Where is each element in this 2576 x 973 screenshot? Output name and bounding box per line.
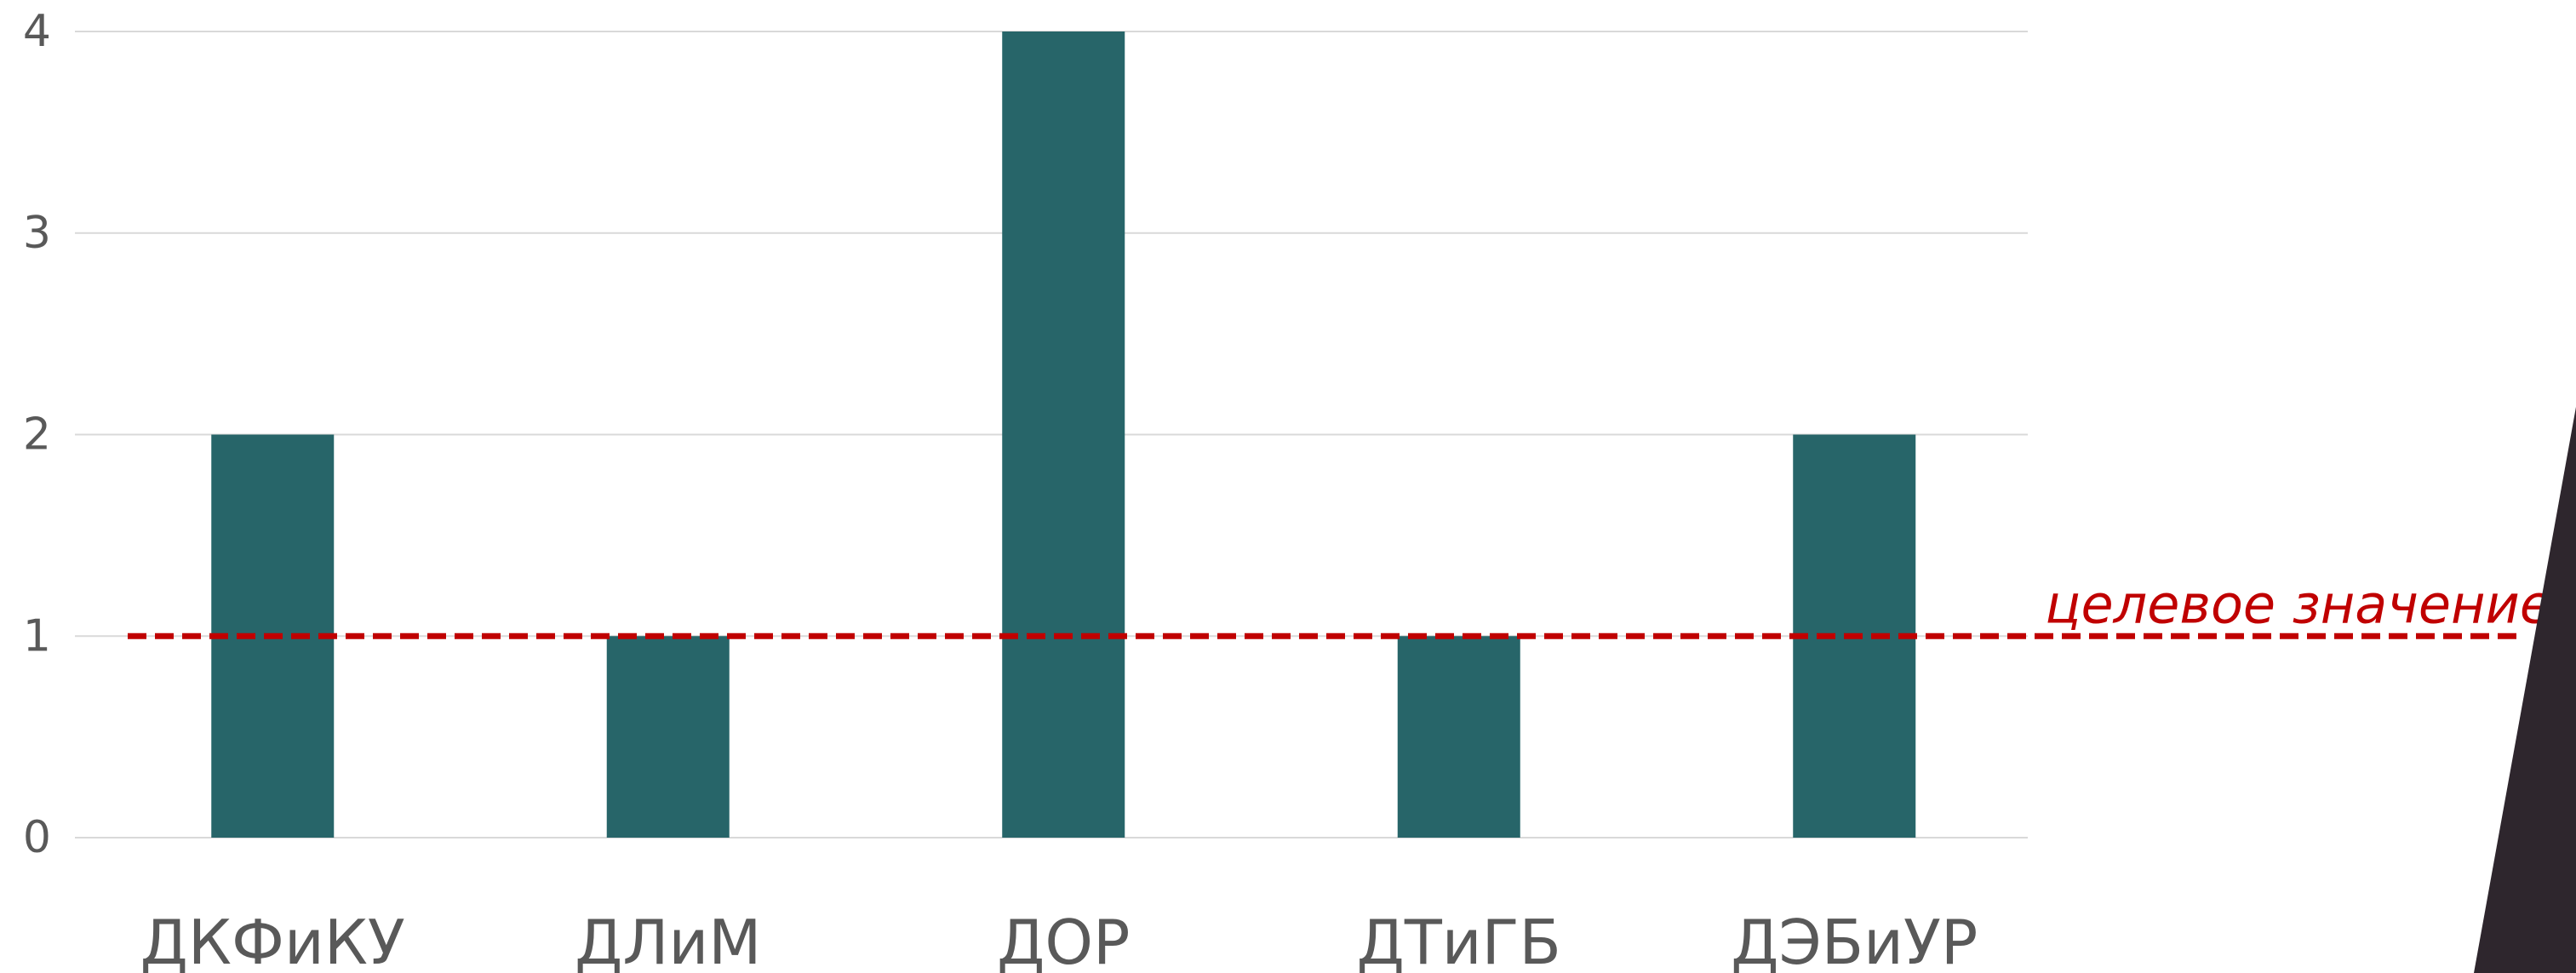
y-tick-label: 0 (23, 812, 51, 863)
x-category-label: ДКФиКУ (140, 907, 405, 973)
corner-decoration (2474, 407, 2576, 973)
y-tick-label: 1 (23, 610, 51, 661)
y-tick-label: 3 (23, 208, 51, 259)
x-category-label: ДЭБиУР (1731, 907, 1978, 973)
x-category-label: ДТиГБ (1357, 907, 1561, 973)
target-label: целевое значение (2045, 573, 2552, 635)
x-category-label: ДЛиМ (575, 907, 761, 973)
bar-4 (1397, 636, 1520, 838)
x-axis-category-labels: ДКФиКУ ДЛиМ ДОР ДТиГБ ДЭБиУР (140, 907, 1978, 973)
bar-3 (1002, 31, 1125, 838)
x-category-label: ДОР (997, 907, 1130, 973)
bars (211, 31, 1916, 838)
y-axis-tick-labels: 0 1 2 3 4 (23, 6, 51, 863)
bar-2 (606, 636, 730, 838)
target-line-group: целевое значение (128, 573, 2552, 639)
y-tick-label: 2 (23, 409, 51, 461)
y-tick-label: 4 (23, 6, 51, 57)
